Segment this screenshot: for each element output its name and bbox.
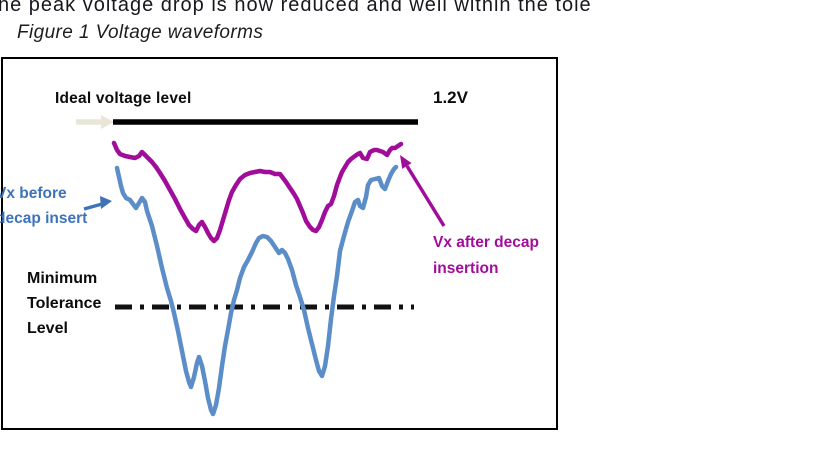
ideal-voltage-label: Ideal voltage level: [55, 90, 192, 107]
vx-before-label-line2: decap insert: [0, 210, 88, 227]
vx-before-label: Vx before decap insert: [0, 181, 87, 231]
min-tolerance-label: Minimum Tolerance Level: [27, 266, 101, 341]
min-tolerance-label-line2: Tolerance: [27, 295, 102, 312]
vx-after-label-line2: insertion: [433, 260, 499, 277]
vx-after-label: Vx after decap insertion: [433, 230, 539, 282]
figure-caption: Figure 1 Voltage waveforms: [17, 22, 264, 43]
vx-after-label-line1: Vx after decap: [433, 234, 539, 251]
vx-before-label-line1: Vx before: [0, 185, 67, 202]
min-tolerance-label-line3: Level: [27, 320, 68, 337]
min-tolerance-label-line1: Minimum: [27, 270, 98, 287]
body-text-fragment: he peak voltage drop is now reduced and …: [0, 0, 592, 16]
voltage-value-label: 1.2V: [433, 88, 468, 107]
